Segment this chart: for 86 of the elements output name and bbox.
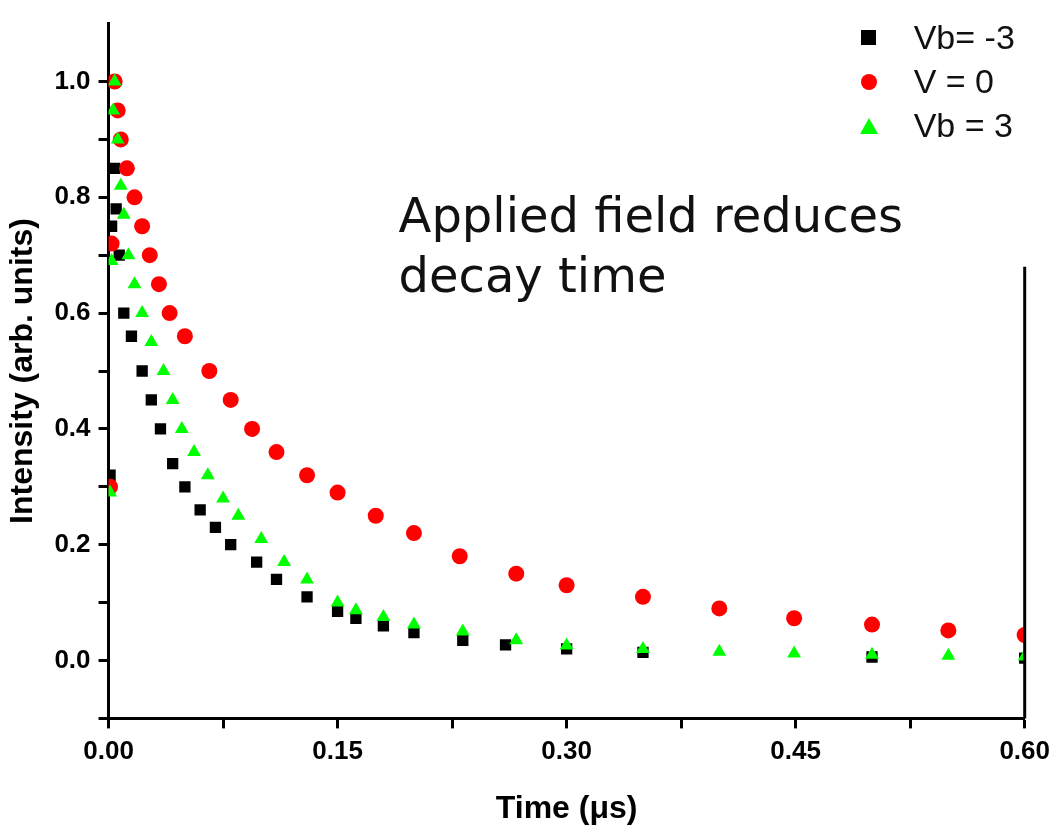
point: [865, 646, 879, 659]
point: [407, 616, 421, 629]
y-tick-label: 1.0: [54, 64, 91, 95]
point: [251, 556, 263, 568]
point: [455, 623, 470, 636]
y-tick-label: 0.4: [54, 412, 92, 443]
x-axis-title: Time (μs): [495, 788, 638, 825]
point: [225, 539, 237, 551]
point: [509, 632, 524, 645]
point: [113, 177, 128, 190]
point: [231, 507, 246, 520]
point: [150, 276, 167, 293]
point: [367, 507, 384, 524]
point: [118, 160, 135, 177]
point: [941, 647, 956, 660]
point: [167, 457, 179, 470]
point: [405, 525, 422, 542]
point: [376, 609, 391, 622]
point: [165, 391, 180, 404]
point: [499, 639, 512, 651]
point: [222, 391, 239, 408]
point: [118, 307, 130, 319]
point: [125, 330, 138, 342]
point: [330, 594, 345, 607]
point: [940, 622, 957, 639]
point: [108, 73, 122, 86]
point: [209, 521, 222, 533]
point: [200, 467, 215, 480]
point: [348, 602, 363, 615]
point: [144, 334, 159, 347]
y-tick-label: 0.0: [54, 643, 91, 674]
point: [136, 365, 148, 377]
point: [121, 247, 136, 260]
point: [154, 423, 167, 435]
point: [145, 394, 157, 406]
point: [194, 504, 206, 516]
point: [451, 548, 468, 565]
point: [270, 573, 283, 586]
y-tick-label: 0.8: [54, 180, 91, 211]
point: [268, 444, 285, 461]
point: [277, 554, 292, 567]
x-tick-label: 0.60: [999, 735, 1050, 766]
point: [711, 600, 728, 617]
point: [636, 640, 650, 653]
point: [299, 467, 316, 484]
point: [135, 305, 150, 318]
x-tick-label: 0.15: [312, 735, 363, 766]
point: [187, 444, 201, 457]
annotation: Applied field reduces decay time: [398, 187, 904, 304]
point: [141, 247, 158, 264]
point: [201, 363, 218, 379]
y-tick-label: 0.6: [54, 296, 91, 327]
point: [329, 484, 346, 501]
point: [244, 420, 261, 437]
x-tick-label: 0.30: [541, 735, 592, 766]
point: [179, 481, 191, 493]
point: [300, 571, 314, 584]
y-tick-label: 0.2: [54, 527, 91, 558]
point: [559, 637, 574, 650]
point: [126, 189, 143, 206]
y-axis-title: Intensity (arb. units): [3, 218, 40, 524]
point: [127, 276, 142, 289]
point: [156, 363, 171, 375]
point: [110, 203, 122, 215]
point: [161, 305, 178, 322]
point: [108, 102, 121, 115]
point: [116, 206, 131, 219]
point: [254, 530, 269, 543]
point: [174, 420, 189, 433]
point: [508, 565, 525, 582]
point: [786, 610, 803, 627]
point: [110, 131, 125, 144]
legend-label: Vb= -3: [913, 18, 1015, 58]
point: [787, 645, 802, 658]
legend-label: Vb = 3: [913, 106, 1013, 146]
point: [301, 591, 313, 603]
point: [216, 490, 230, 503]
point: [134, 218, 151, 235]
legend-label: V = 0: [913, 62, 995, 102]
point: [558, 577, 575, 594]
point: [634, 588, 651, 605]
x-tick-label: 0.00: [83, 735, 134, 766]
point: [712, 643, 727, 656]
x-tick-label: 0.45: [770, 735, 821, 766]
point: [864, 616, 881, 633]
point: [176, 328, 193, 345]
